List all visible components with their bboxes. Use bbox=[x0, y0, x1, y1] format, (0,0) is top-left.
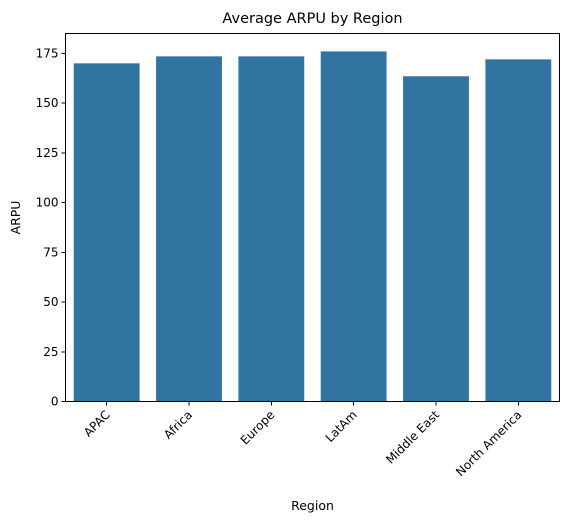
chart-title: Average ARPU by Region bbox=[222, 11, 402, 27]
bars-group bbox=[73, 51, 552, 402]
x-tick-label: Europe bbox=[238, 408, 278, 448]
y-tick-label: 75 bbox=[43, 245, 58, 259]
bar-north-america bbox=[485, 59, 552, 402]
y-tick-label: 150 bbox=[36, 96, 59, 110]
y-tick-label: 0 bbox=[51, 395, 59, 409]
y-tick-label: 25 bbox=[43, 345, 58, 359]
y-tick-label: 125 bbox=[36, 146, 59, 160]
y-tick-label: 50 bbox=[43, 295, 58, 309]
x-axis: APAC Africa Europe LatAm Middle East North Am… bbox=[81, 401, 524, 479]
x-tick-label: LatAm bbox=[323, 408, 360, 445]
x-tick-label: Africa bbox=[161, 408, 195, 442]
x-tick-label: North America bbox=[453, 408, 524, 479]
bar-africa bbox=[156, 56, 222, 402]
bar-europe bbox=[238, 56, 305, 402]
y-tick-label: 100 bbox=[36, 196, 59, 210]
y-tick-label: 175 bbox=[36, 46, 59, 60]
x-tick-label: Middle East bbox=[383, 408, 442, 467]
bar-apac bbox=[73, 63, 140, 402]
x-tick-label: APAC bbox=[81, 408, 113, 440]
bar-middle-east bbox=[403, 76, 469, 402]
bar-latam bbox=[320, 51, 387, 402]
y-axis-label: ARPU bbox=[8, 201, 23, 235]
x-axis-label: Region bbox=[291, 498, 334, 513]
y-axis: 0 25 50 75 100 125 150 175 bbox=[36, 46, 66, 409]
plot-frame bbox=[65, 33, 560, 402]
